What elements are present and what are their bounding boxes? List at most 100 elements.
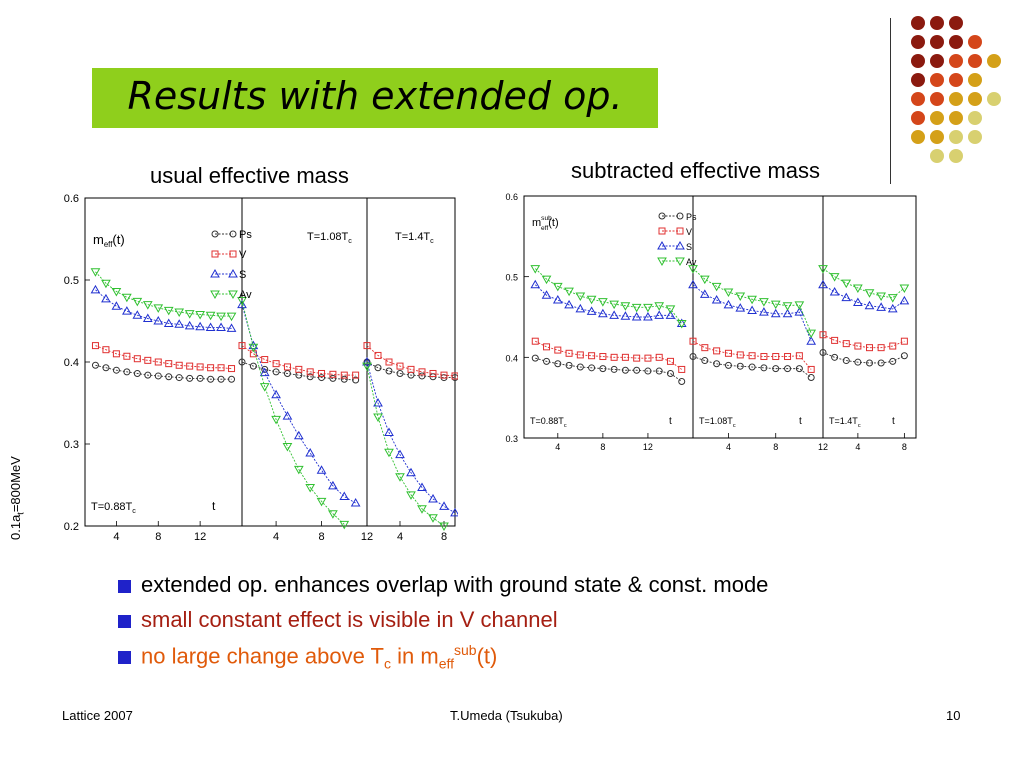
data-point-Av [770, 300, 781, 310]
decor-dot [949, 73, 963, 87]
data-point-Ps [238, 358, 246, 366]
data-point-S [747, 305, 757, 315]
legend-title: meff(t) [93, 232, 125, 249]
data-point-V [217, 364, 225, 372]
legend-marker [229, 230, 237, 238]
data-point-S [759, 307, 769, 316]
panel-frame [822, 195, 917, 439]
data-point-V [396, 362, 404, 370]
decor-dot [949, 35, 963, 49]
decor-dot [930, 73, 944, 87]
decorative-dots [911, 16, 1001, 163]
data-point-S [111, 301, 122, 310]
data-point-S [362, 356, 372, 366]
panel-temperature-label: T=0.88Tc [91, 501, 136, 515]
data-point-Ps [340, 375, 348, 383]
data-point-S [226, 323, 237, 332]
footer-author: T.Umeda (Tsukuba) [450, 708, 563, 723]
decor-dot [968, 35, 982, 49]
data-point-V [889, 342, 897, 350]
data-point-V [440, 371, 448, 379]
series-line-V [95, 345, 232, 370]
series-line-Av [692, 268, 812, 334]
data-point-S [829, 286, 840, 296]
data-point-Av [665, 305, 676, 314]
x-tick-label: 4 [855, 442, 860, 452]
decor-dot [911, 35, 925, 49]
data-point-S [90, 284, 101, 294]
data-point-V [795, 352, 803, 360]
data-point-Ps [554, 360, 562, 368]
data-point-V [760, 353, 768, 361]
data-point-V [678, 365, 686, 373]
data-point-Av [205, 311, 216, 321]
data-point-Av [620, 302, 631, 311]
data-point-Av [818, 265, 828, 274]
series-line-S [241, 304, 356, 504]
data-point-V [306, 368, 314, 376]
data-point-V [91, 342, 99, 350]
data-point-S [293, 430, 304, 440]
legend-entry: V [211, 249, 247, 261]
data-point-Ps [599, 365, 607, 373]
data-point-Av [271, 415, 281, 425]
data-point-Ps [283, 369, 291, 377]
bullet-text: no large change above Tc in meffsub(t) [141, 642, 498, 672]
panel-frame [366, 197, 456, 527]
data-point-S [450, 507, 460, 517]
panel-frame [241, 197, 368, 527]
data-point-Av [631, 303, 642, 313]
data-point-Ps [91, 361, 99, 369]
x-tick-label: 4 [113, 531, 119, 543]
data-point-Ps [842, 357, 850, 365]
data-point-Av [654, 302, 665, 311]
decor-dot [968, 54, 982, 68]
data-point-V [207, 364, 215, 372]
legend-label: Ps [686, 212, 697, 222]
data-point-Ps [854, 358, 862, 366]
data-point-S [654, 310, 665, 319]
x-tick-label: 12 [818, 442, 828, 452]
data-point-Ps [207, 375, 215, 383]
data-point-S [305, 448, 316, 457]
series-line-Av [366, 366, 445, 527]
data-point-Av [853, 284, 863, 293]
data-point-S [530, 279, 541, 289]
panel-temperature-label: T=1.08Tc [307, 231, 352, 245]
legend-label: V [239, 249, 247, 261]
data-point-S [216, 322, 226, 332]
data-point-Av [316, 497, 327, 507]
data-point-Ps [644, 367, 652, 375]
legend-marker [228, 290, 238, 300]
data-point-S [620, 311, 631, 320]
data-point-Ps [831, 353, 839, 361]
data-point-V [374, 351, 382, 359]
x-tick-label: 8 [773, 442, 778, 452]
panel-t-label: t [669, 416, 672, 427]
data-point-Ps [588, 364, 596, 372]
y-tick-label: 0.5 [64, 275, 79, 287]
data-point-Av [101, 279, 111, 289]
data-point-V [175, 361, 183, 369]
data-point-Ps [701, 357, 709, 365]
footer-page-number: 10 [946, 708, 961, 723]
data-point-Av [794, 301, 805, 310]
legend-marker [657, 240, 667, 250]
series-line-V [366, 345, 456, 377]
data-point-S [350, 498, 361, 507]
data-point-Ps [396, 369, 404, 377]
data-point-Ps [678, 378, 686, 386]
x-tick-label: 8 [318, 531, 324, 543]
data-point-V [318, 369, 326, 377]
series-line-Av [241, 300, 345, 525]
data-point-Ps [866, 359, 873, 367]
data-point-S [316, 465, 327, 474]
series-line-Ps [822, 352, 905, 364]
chart-panel: 4 8 T=1.4Tc [362, 197, 460, 543]
data-point-S [735, 303, 746, 312]
x-tick-label: 8 [902, 442, 907, 452]
legend-marker [228, 268, 238, 278]
data-point-V [272, 360, 280, 368]
data-point-S [841, 292, 852, 302]
decor-dot [930, 92, 944, 106]
